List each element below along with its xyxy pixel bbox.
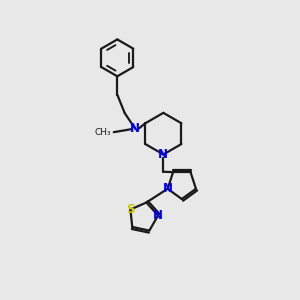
Text: N: N	[153, 209, 163, 222]
Text: N: N	[130, 122, 140, 135]
Text: N: N	[158, 148, 168, 161]
Text: CH₃: CH₃	[95, 128, 111, 137]
Text: N: N	[163, 182, 173, 195]
Text: S: S	[126, 203, 135, 216]
